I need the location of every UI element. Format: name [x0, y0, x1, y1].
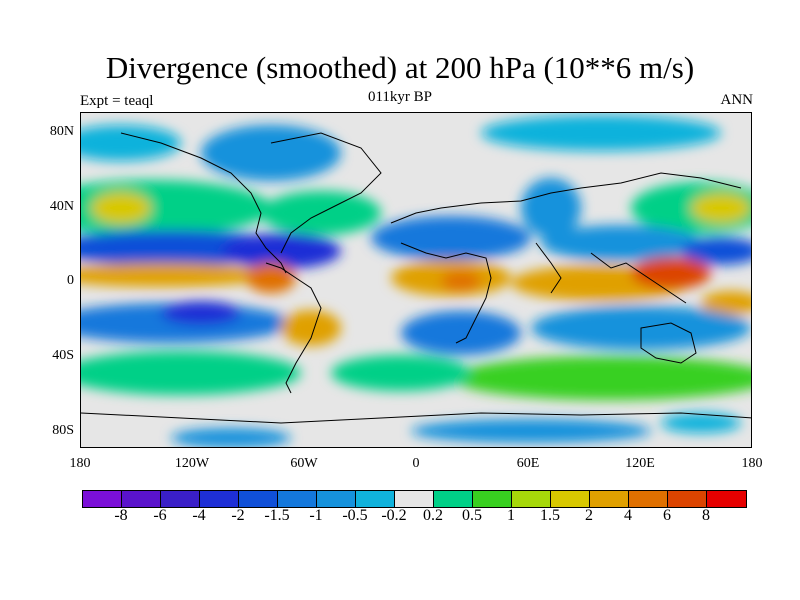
contour-region: [631, 257, 711, 289]
contour-region: [681, 237, 751, 265]
colorbar-swatch: [356, 491, 395, 507]
colorbar: [82, 490, 747, 508]
lat-label: 40S: [52, 348, 74, 363]
lon-label: 0: [412, 456, 420, 471]
lat-label: 40N: [49, 199, 74, 214]
contour-region: [81, 263, 271, 287]
colorbar-label: -0.5: [342, 507, 368, 524]
colorbar-swatch: [278, 491, 317, 507]
lon-label: 60E: [516, 456, 540, 471]
colorbar-label: 8: [702, 507, 710, 524]
contour-region: [371, 216, 531, 260]
colorbar-swatch: [512, 491, 551, 507]
contour-region: [691, 193, 751, 223]
colorbar-label: 4: [624, 507, 632, 524]
contour-region: [331, 355, 471, 391]
colorbar-label: -2: [231, 507, 245, 524]
contour-region: [81, 351, 301, 395]
contour-region: [171, 428, 291, 447]
contour-region: [81, 125, 181, 161]
contour-region: [221, 233, 341, 269]
lat-label: 0: [67, 273, 74, 288]
coastlines: [81, 132, 751, 424]
colorbar-swatch: [317, 491, 356, 507]
colorbar-label: 0.5: [462, 507, 482, 524]
contour-region: [401, 311, 521, 355]
colorbar-swatch: [473, 491, 512, 507]
lat-label: 80N: [49, 124, 74, 139]
lat-label: 80S: [52, 423, 74, 438]
contour-region: [201, 125, 341, 181]
contour-region: [281, 310, 341, 346]
colorbar-label: -6: [153, 507, 167, 524]
season-label: ANN: [720, 92, 754, 108]
contour-region: [161, 301, 241, 325]
contour-region: [91, 192, 151, 224]
lon-label: 120E: [625, 456, 655, 471]
colorbar-label: -4: [192, 507, 206, 524]
colorbar-label: 0.2: [423, 507, 443, 524]
contour-region: [661, 413, 741, 433]
lon-label: 180: [69, 456, 91, 471]
chart-title: Divergence (smoothed) at 200 hPa (10**6 …: [105, 50, 695, 85]
colorbar-swatch: [668, 491, 707, 507]
colorbar-swatch: [434, 491, 473, 507]
colorbar-swatch: [551, 491, 590, 507]
map-plot-area: [80, 112, 752, 448]
colorbar-label: 6: [663, 507, 671, 524]
colorbar-label: -1: [309, 507, 323, 524]
colorbar-swatch: [239, 491, 278, 507]
contour-region: [246, 263, 296, 293]
contour-region: [701, 291, 751, 315]
colorbar-swatch: [122, 491, 161, 507]
contour-region: [451, 356, 751, 400]
contour-region: [521, 178, 581, 238]
colorbar-swatch: [395, 491, 434, 507]
colorbar-label: -8: [114, 507, 128, 524]
contour-region: [441, 271, 481, 291]
colorbar-label: 1.5: [540, 507, 560, 524]
colorbar-label: -0.2: [381, 507, 407, 524]
colorbar-label: 1: [507, 507, 515, 524]
colorbar-swatch: [161, 491, 200, 507]
colorbar-swatch: [707, 491, 746, 507]
lon-label: 180: [741, 456, 763, 471]
colorbar-swatch: [200, 491, 239, 507]
experiment-label: Expt = teaql: [80, 93, 154, 109]
colorbar-label: 2: [585, 507, 593, 524]
lon-label: 60W: [290, 456, 318, 471]
colorbar-swatch: [590, 491, 629, 507]
divergence-field: [81, 113, 751, 447]
colorbar-swatch: [83, 491, 122, 507]
contour-region: [481, 115, 721, 151]
contour-region: [541, 225, 701, 261]
colorbar-label: -1.5: [264, 507, 290, 524]
contour-region: [411, 419, 651, 443]
lon-label: 120W: [174, 456, 210, 471]
time-label: 011kyr BP: [367, 89, 433, 105]
colorbar-swatch: [629, 491, 668, 507]
